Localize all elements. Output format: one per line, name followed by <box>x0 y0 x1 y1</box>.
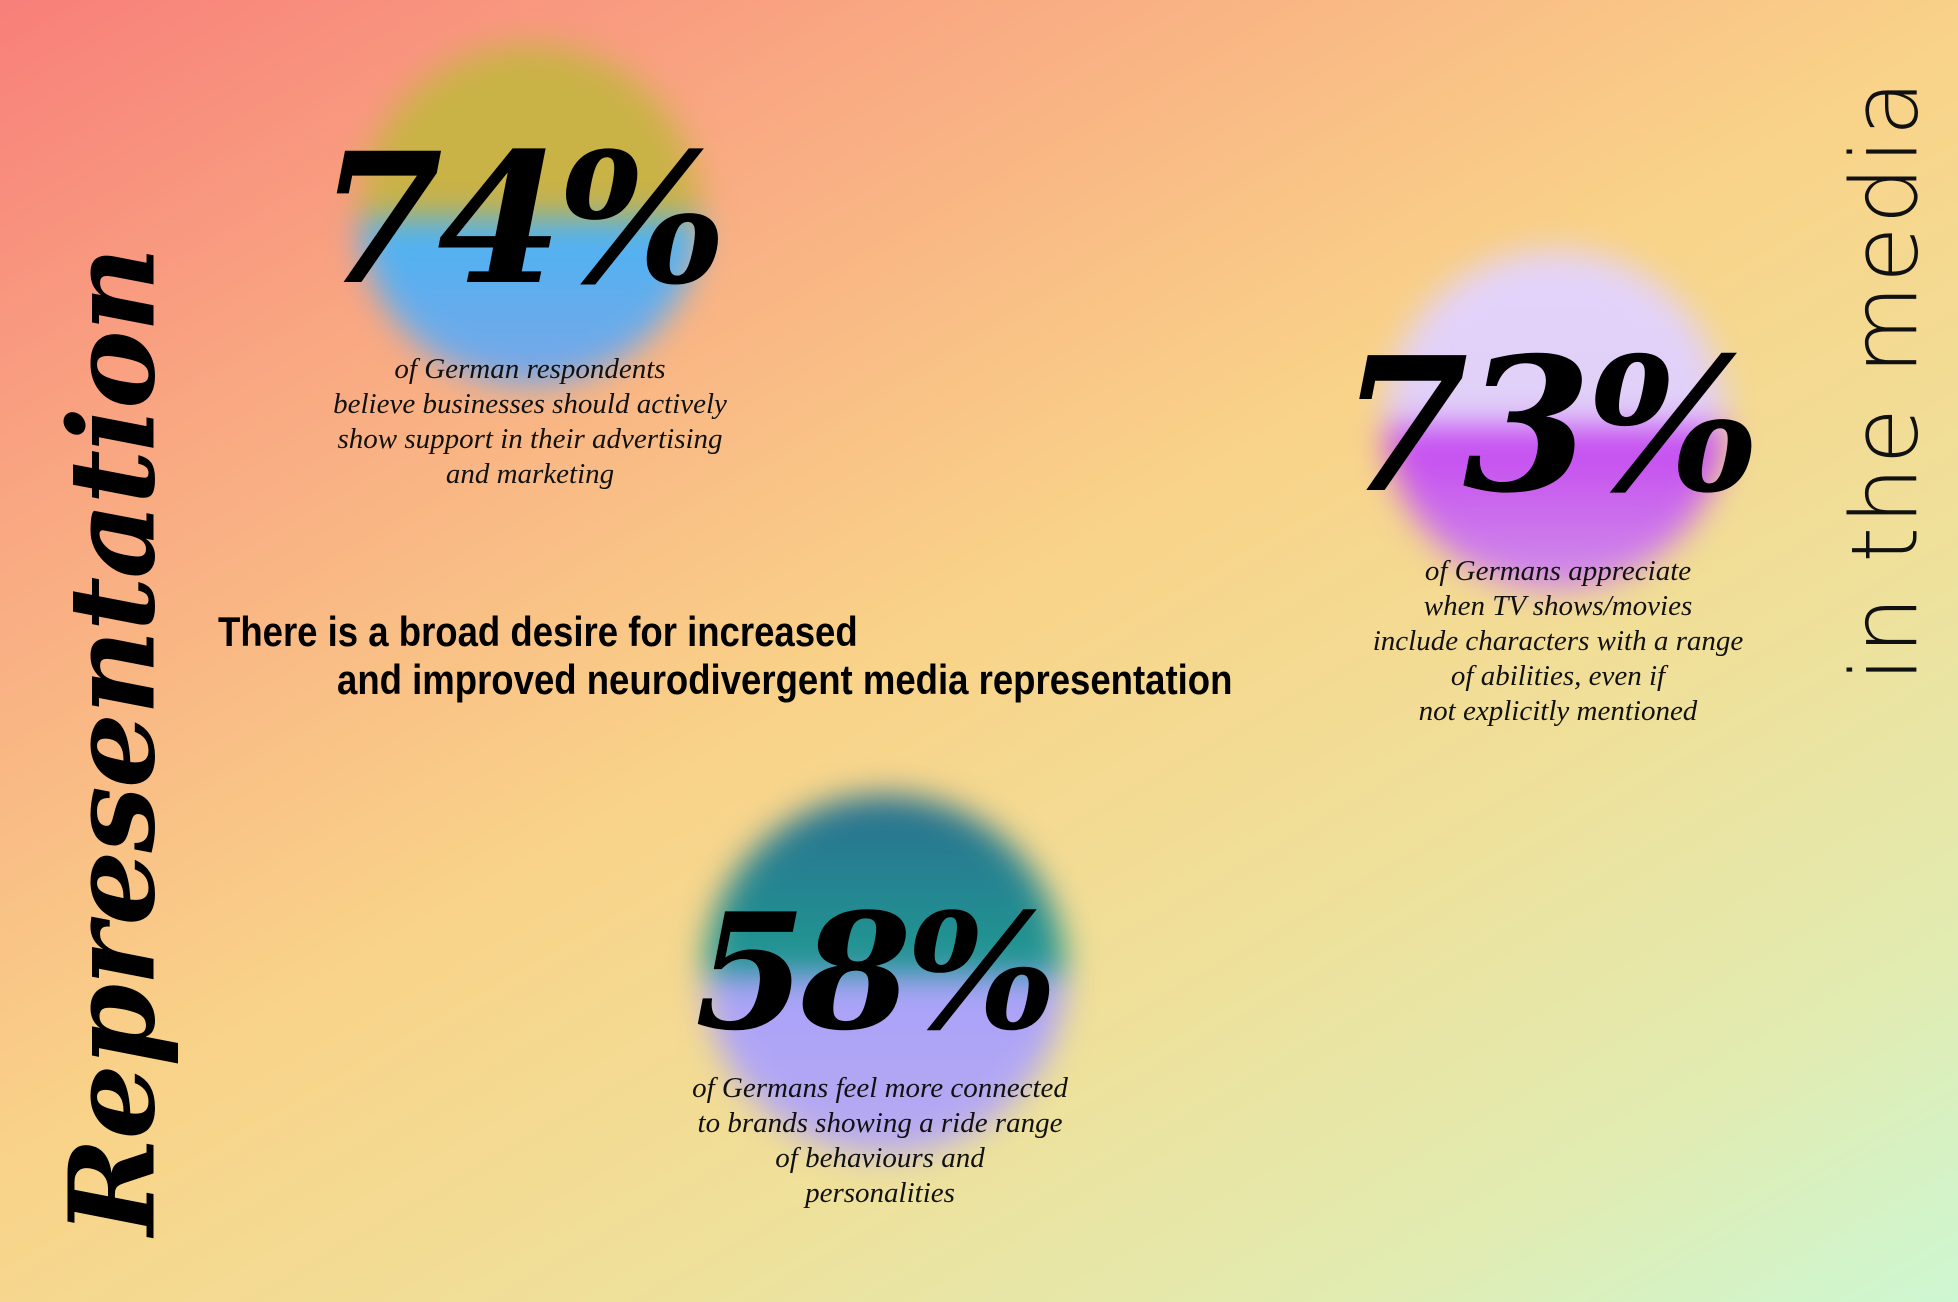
caption-line: believe businesses should actively <box>333 388 727 420</box>
page-title: Representation <box>42 248 182 1236</box>
stat-73-caption: of Germans appreciate when TV shows/movi… <box>1373 554 1744 729</box>
caption-line: of Germans appreciate <box>1424 555 1692 587</box>
headline-line-1: There is a broad desire for increased <box>218 608 858 655</box>
caption-line: of behaviours and <box>775 1142 985 1174</box>
caption-line: and marketing <box>445 458 615 490</box>
caption-line: show support in their advertising <box>337 423 723 455</box>
stat-58-blob <box>705 795 1065 1155</box>
caption-line: to brands showing a ride range <box>697 1107 1063 1139</box>
caption-line: personalities <box>805 1177 955 1209</box>
stat-73-value: 73% <box>1340 316 1761 534</box>
stat-58-value: 58% <box>695 878 1058 1066</box>
caption-line: of German respondents <box>394 353 666 385</box>
headline-line-2: and improved neurodivergent media repres… <box>337 656 1233 703</box>
caption-line: of abilities, even if <box>1450 660 1666 692</box>
stat-74-caption: of German respondents believe businesses… <box>333 352 727 492</box>
caption-line: when TV shows/movies <box>1423 590 1693 622</box>
page-subtitle: in the media <box>1831 78 1939 682</box>
stat-58-caption: of Germans feel more connected to brands… <box>692 1071 1068 1211</box>
caption-line: not explicitly mentioned <box>1418 695 1698 727</box>
caption-line: of Germans feel more connected <box>692 1072 1068 1104</box>
stat-74-value: 74% <box>318 114 728 325</box>
stat-74-blob <box>360 45 700 385</box>
caption-line: include characters with a range <box>1372 625 1744 657</box>
stat-73-blob <box>1385 250 1725 590</box>
